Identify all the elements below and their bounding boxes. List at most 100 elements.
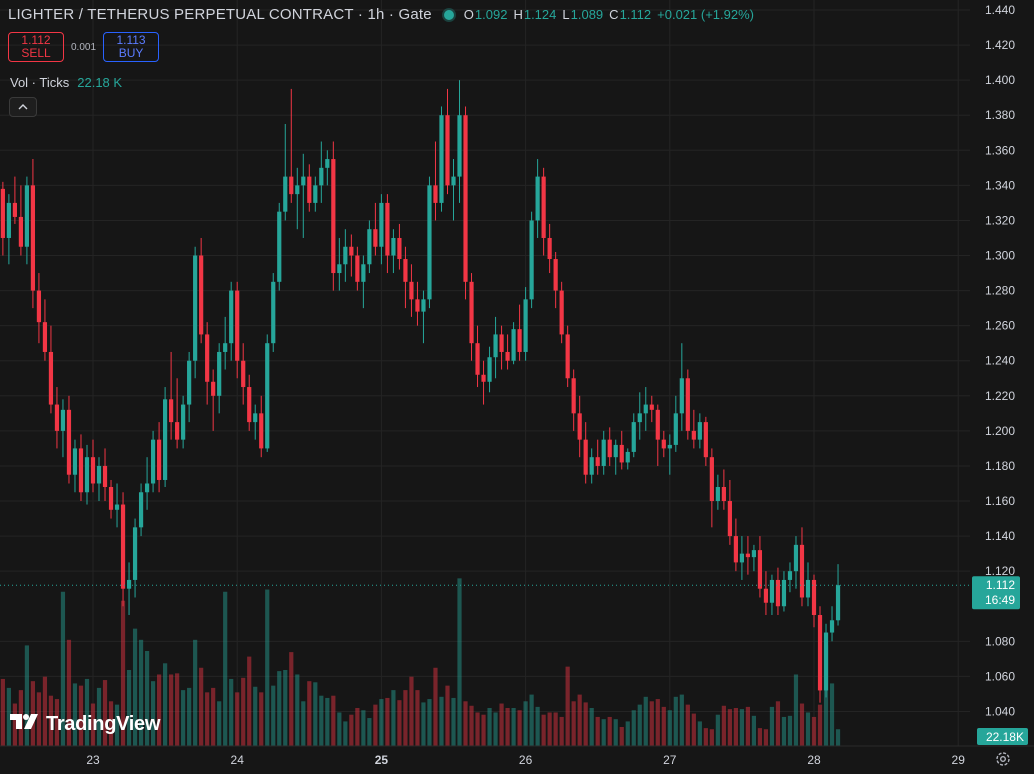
candle-body — [589, 457, 594, 475]
candle — [595, 439, 600, 475]
candle — [811, 574, 817, 628]
candle-body — [301, 176, 306, 186]
volume-bar — [271, 685, 276, 746]
candle-body — [751, 550, 757, 558]
candle — [565, 325, 570, 388]
volume-bar — [132, 628, 138, 746]
candle — [289, 88, 294, 203]
candle-body — [12, 202, 17, 217]
candle-body — [679, 378, 684, 414]
volume-bar — [583, 702, 588, 746]
volume-bar — [96, 687, 102, 746]
volume-bar — [487, 708, 492, 746]
candle — [385, 194, 390, 274]
candle-body — [769, 579, 775, 603]
candle — [463, 106, 468, 300]
sell-button[interactable]: 1.112 SELL — [8, 32, 64, 62]
candle-body — [673, 413, 678, 445]
candle-body — [745, 553, 751, 558]
volume-bar — [163, 663, 168, 746]
candle-body — [469, 281, 474, 344]
candle — [829, 606, 835, 642]
candle-body — [361, 264, 366, 282]
candle-body — [649, 404, 654, 410]
price-axis[interactable]: 1.440 1.420 1.400 1.380 1.360 1.340 1.320 1.300… — [970, 0, 1034, 746]
volume-bar — [493, 712, 498, 746]
candle — [679, 343, 684, 431]
candle — [295, 167, 300, 230]
candle-body — [427, 185, 432, 300]
volume-bar — [217, 701, 222, 746]
candle-body — [42, 322, 48, 352]
candle — [517, 304, 522, 361]
volume-bar — [475, 712, 480, 746]
volume-bar — [691, 713, 696, 746]
candle-body — [811, 579, 817, 616]
tradingview-logo[interactable]: TradingView — [10, 712, 160, 736]
ohlc-values: O1.092 H1.124 L1.089 C1.112 +0.021 (+1.9… — [464, 7, 754, 22]
candle — [247, 374, 252, 431]
candle — [445, 88, 450, 195]
candle — [120, 492, 126, 607]
buy-price: 1.113 — [116, 33, 146, 47]
volume-bar — [595, 716, 600, 746]
volume-bar — [625, 721, 630, 746]
time-axis[interactable]: 23 24 25 26 27 28 29 — [0, 745, 1034, 774]
candle — [72, 439, 78, 493]
chart-grid — [0, 0, 970, 746]
volume-bar — [277, 671, 282, 746]
candle-body — [144, 483, 150, 493]
price-tick-label: 1.120 — [985, 564, 1015, 578]
volume-bar — [247, 656, 252, 746]
price-tick-label: 1.300 — [985, 249, 1015, 263]
candle — [259, 395, 264, 458]
volume-bar — [319, 695, 324, 746]
candle-body — [409, 281, 414, 300]
symbol-title[interactable]: LIGHTER / TETHERUS PERPETUAL CONTRACT · … — [8, 6, 432, 23]
volume-bar — [361, 710, 366, 746]
candle-body — [60, 409, 66, 431]
candle — [499, 325, 504, 370]
candle — [355, 246, 360, 291]
candle-body — [481, 374, 486, 382]
candle — [757, 536, 763, 598]
volume-bar — [559, 716, 564, 746]
volume-bar — [241, 677, 246, 746]
collapse-legend-button[interactable] — [9, 97, 37, 117]
candle-body — [199, 255, 204, 335]
candle — [673, 395, 678, 452]
volume-bar — [138, 639, 144, 746]
candle-body — [150, 439, 156, 484]
candle — [799, 527, 805, 607]
volume-bar — [337, 712, 342, 746]
candle-body — [54, 404, 60, 431]
volume-bar — [775, 701, 781, 746]
volume-bar — [325, 697, 330, 746]
candle — [253, 404, 258, 440]
candle-body — [583, 439, 588, 475]
candle — [409, 264, 414, 317]
market-status-icon[interactable] — [443, 9, 454, 20]
candle — [0, 181, 5, 256]
last-price-badge — [972, 576, 1020, 610]
candle-body — [90, 457, 96, 484]
candle-body — [6, 202, 11, 238]
candle-body — [517, 329, 522, 352]
gear-icon[interactable] — [994, 750, 1012, 768]
volume-bar — [144, 651, 150, 746]
candle-body — [631, 422, 636, 452]
volume-bar — [48, 695, 54, 746]
buy-button[interactable]: 1.113 BUY — [103, 32, 160, 62]
candle-body — [643, 404, 648, 414]
chevron-up-icon — [18, 101, 28, 113]
candle-body — [72, 448, 78, 475]
candle — [721, 469, 726, 510]
time-tick-label: 26 — [519, 753, 533, 767]
candle-body — [205, 334, 210, 382]
candle-body — [325, 159, 330, 168]
candle-body — [703, 422, 708, 458]
volume-bar — [835, 729, 841, 746]
volume-legend[interactable]: Vol · Ticks 22.18 K — [10, 75, 122, 90]
candle — [181, 395, 186, 449]
